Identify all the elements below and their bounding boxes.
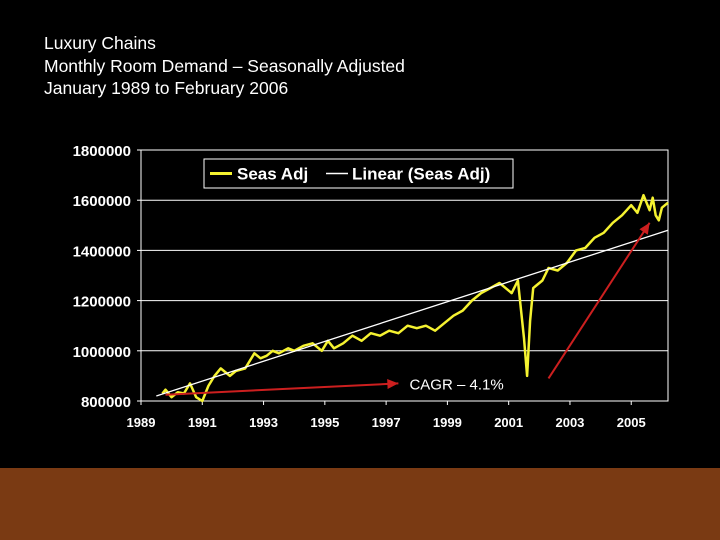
x-tick-label: 2003 (555, 415, 584, 430)
y-tick-label: 800000 (81, 394, 131, 411)
title-line-2: Monthly Room Demand – Seasonally Adjuste… (44, 55, 405, 76)
slide-title: Luxury Chains Monthly Room Demand – Seas… (44, 32, 405, 100)
line-chart: 1800000 1600000 1400000 1200000 1000000 80000… (73, 143, 669, 430)
series-line-linear-trend (156, 229, 669, 397)
legend-box (203, 158, 514, 189)
title-line-1: Luxury Chains (44, 33, 156, 53)
title-line-3: January 1989 to February 2006 (44, 78, 289, 98)
y-tick-label: 1000000 (73, 344, 131, 361)
cagr-annotation: CAGR – 4.1% (409, 376, 503, 393)
x-tick-label: 1993 (249, 415, 278, 430)
legend-label: Linear (Seas Adj) (352, 165, 490, 184)
x-tick-label: 1989 (127, 415, 156, 430)
annotation-arrow-head (387, 378, 399, 389)
x-tick-label: 1995 (310, 415, 339, 430)
x-tick-label: 1997 (372, 415, 401, 430)
legend-label: Seas Adj (237, 165, 308, 184)
series-line-seas-adj (161, 193, 669, 403)
plot-area (141, 150, 668, 401)
x-tick-label: 2001 (494, 415, 523, 430)
y-tick-label: 1600000 (73, 193, 131, 210)
x-tick-label: 2005 (617, 415, 646, 430)
annotation-arrow-head (639, 222, 650, 235)
y-tick-label: 1200000 (73, 294, 131, 311)
x-tick-label: 1999 (433, 415, 462, 430)
plot-frame (140, 149, 669, 402)
x-tick-label: 1991 (188, 415, 217, 430)
y-tick-label: 1400000 (73, 243, 131, 260)
annotation-arrow-line (165, 382, 399, 396)
footer-band (0, 468, 720, 540)
annotation-arrow-line (547, 222, 651, 379)
y-tick-label: 1800000 (73, 143, 131, 160)
